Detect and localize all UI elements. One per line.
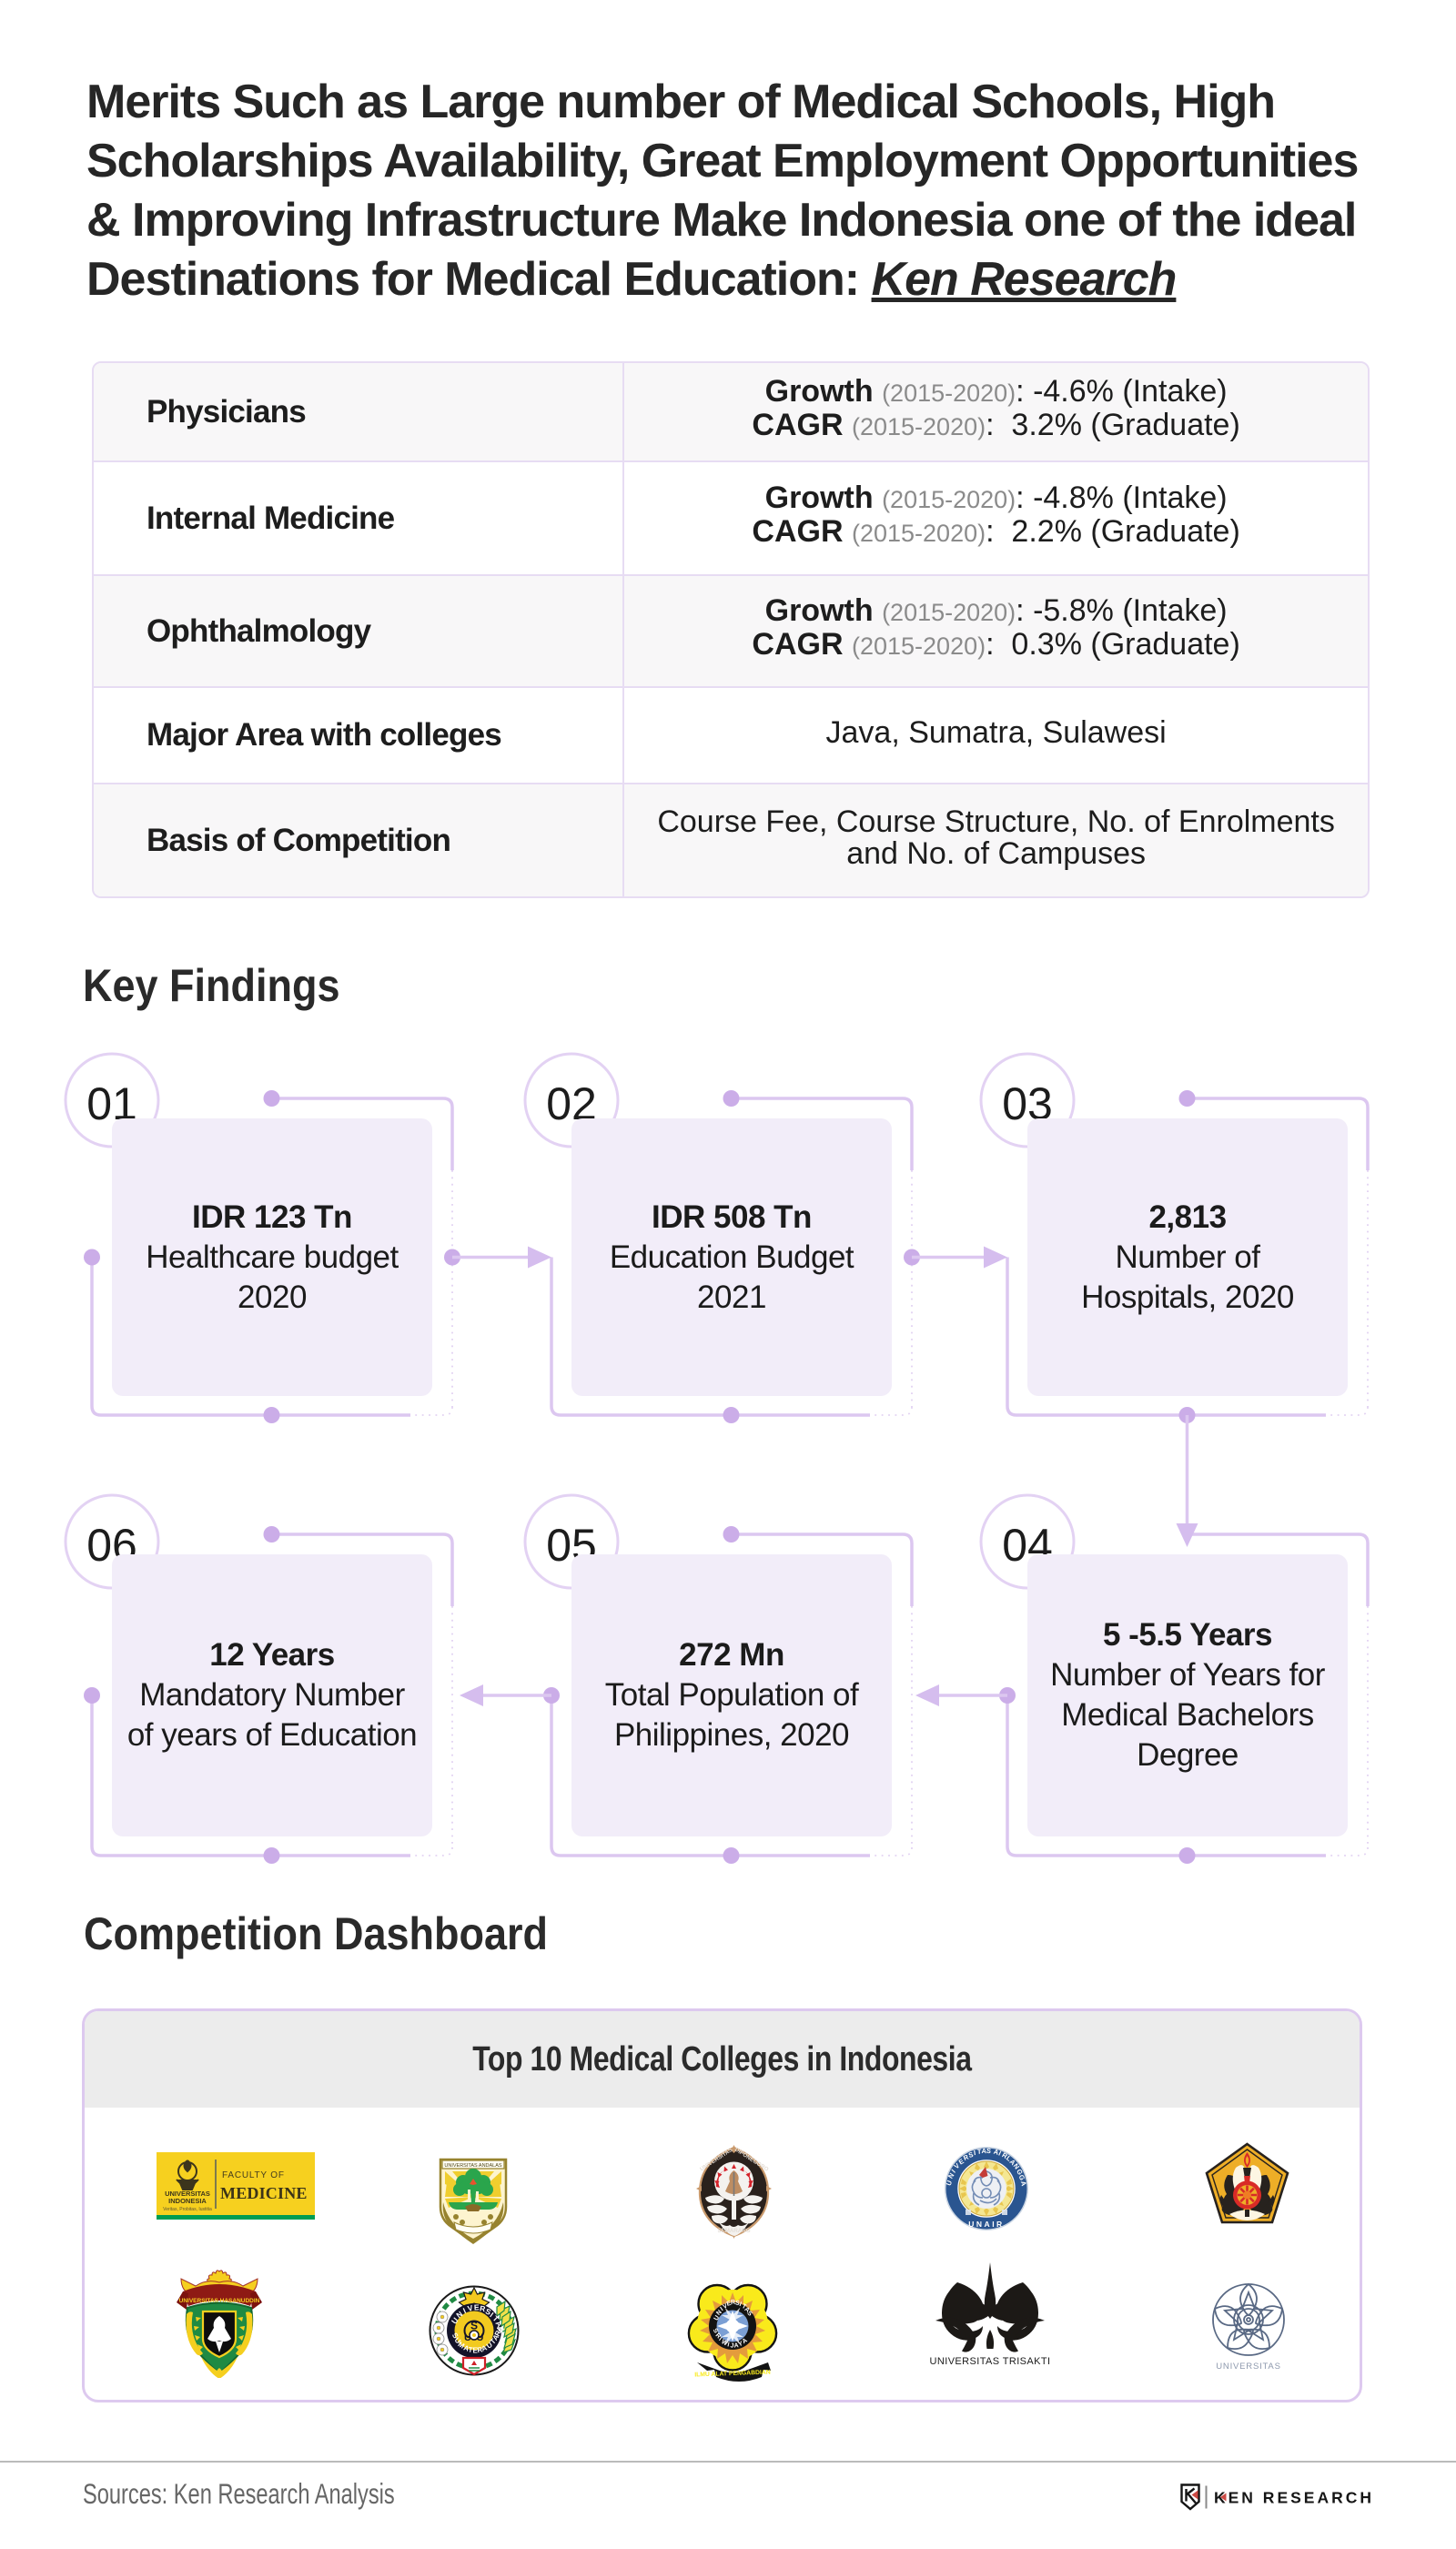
svg-text:N: N (715, 2309, 723, 2317)
svg-text:R: R (962, 2152, 970, 2162)
svg-text:E: E (473, 2347, 479, 2355)
svg-text:A: A (491, 2332, 501, 2342)
svg-text:S: S (967, 2150, 974, 2160)
svg-text:S: S (745, 2310, 753, 2317)
svg-text:T: T (490, 2313, 500, 2323)
svg-text:UNIVERSITAS: UNIVERSITAS (1216, 2362, 1280, 2372)
svg-text:R: R (479, 2303, 486, 2313)
svg-text:I: I (461, 2306, 467, 2315)
svg-text:E: E (957, 2157, 966, 2166)
svg-text:U: U (477, 2332, 484, 2343)
svg-text:A: A (1008, 2158, 1018, 2168)
svg-text:T: T (489, 2337, 498, 2346)
svg-text:A: A (1019, 2180, 1028, 2188)
svg-text:A: A (494, 2319, 505, 2329)
svg-text:T: T (977, 2148, 982, 2156)
svg-text:I: I (973, 2149, 976, 2157)
svg-text:UNIVERSITAS: UNIVERSITAS (165, 2190, 210, 2198)
svg-text:S: S (496, 2325, 507, 2334)
svg-text:R: R (731, 2300, 736, 2306)
svg-text:J: J (730, 2342, 734, 2349)
svg-text:UNIVERSITAS TRISAKTI: UNIVERSITAS TRISAKTI (930, 2356, 1051, 2367)
svg-text:UNIVERSITAS ANDALAS: UNIVERSITAS ANDALAS (444, 2163, 501, 2169)
svg-text:S: S (484, 2306, 493, 2317)
svg-text:A: A (462, 2343, 470, 2353)
svg-text:M: M (457, 2340, 467, 2350)
svg-text:Veritas, Probitas, Iustitia: Veritas, Probitas, Iustitia (163, 2207, 212, 2212)
svg-text:I: I (488, 2311, 495, 2319)
svg-text:A: A (743, 2306, 751, 2314)
svg-text:INDONESIA: INDONESIA (168, 2197, 207, 2205)
svg-text:U: U (453, 2336, 462, 2346)
svg-text:V: V (722, 2302, 729, 2310)
svg-text:T: T (468, 2345, 473, 2354)
svg-text:S: S (450, 2332, 460, 2341)
svg-text:R: R (477, 2345, 483, 2354)
svg-text:SEMARANG: SEMARANG (717, 2228, 750, 2234)
svg-text:I: I (997, 2149, 1003, 2158)
svg-text:KEN RESEARCH: KEN RESEARCH (1214, 2489, 1373, 2507)
svg-text:V: V (953, 2161, 962, 2170)
svg-text:L: L (1005, 2154, 1013, 2163)
svg-text:I: I (738, 2301, 742, 2308)
svg-text:U: U (485, 2341, 494, 2351)
svg-text:W: W (720, 2339, 728, 2347)
svg-text:I: I (720, 2306, 725, 2312)
svg-text:A: A (733, 2342, 739, 2349)
svg-text:G: G (1017, 2174, 1027, 2182)
svg-text:I: I (727, 2342, 731, 2348)
svg-text:A: A (480, 2343, 489, 2353)
svg-text:T: T (741, 2303, 748, 2311)
svg-text:N: N (454, 2310, 464, 2321)
svg-text:Y: Y (738, 2341, 744, 2348)
svg-text:S: S (712, 2328, 720, 2335)
svg-text:UNIVERSITAS HASANUDDIN: UNIVERSITAS HASANUDDIN (179, 2298, 260, 2304)
svg-text:I: I (717, 2336, 723, 2342)
svg-text:E: E (474, 2302, 480, 2311)
svg-text:U: U (945, 2180, 954, 2187)
svg-text:MEDICINE: MEDICINE (220, 2184, 308, 2202)
svg-text:U: U (464, 2332, 471, 2343)
svg-text:E: E (726, 2301, 733, 2308)
svg-text:FACULTY OF: FACULTY OF (222, 2170, 285, 2180)
svg-text:U: U (450, 2316, 460, 2326)
svg-text:V: V (467, 2303, 474, 2313)
svg-text:I: I (950, 2168, 957, 2175)
svg-text:S: S (470, 2320, 478, 2332)
svg-text:S: S (735, 2300, 741, 2307)
svg-text:A: A (742, 2338, 749, 2346)
svg-text:U: U (713, 2314, 722, 2321)
svg-text:R: R (714, 2332, 723, 2340)
svg-text:A: A (981, 2147, 986, 2155)
svg-text:N: N (946, 2171, 956, 2180)
svg-text:S: S (986, 2147, 991, 2156)
svg-text:R: R (1000, 2150, 1009, 2160)
svg-text:A: A (495, 2325, 504, 2332)
svg-text:A: A (993, 2148, 1000, 2157)
svg-text:UNAIR: UNAIR (968, 2220, 1004, 2229)
svg-text:G: G (1015, 2168, 1025, 2177)
svg-text:R: R (493, 2329, 503, 2338)
svg-text:ILMU ALAT PENGABDIAN: ILMU ALAT PENGABDIAN (694, 2370, 771, 2379)
svg-text:N: N (1012, 2162, 1021, 2171)
